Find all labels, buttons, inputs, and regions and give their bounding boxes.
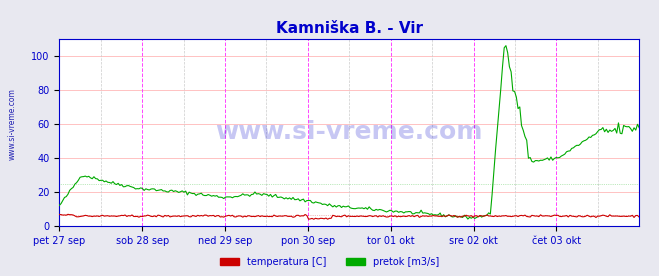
Text: www.si-vreme.com: www.si-vreme.com: [8, 88, 17, 160]
Text: www.si-vreme.com: www.si-vreme.com: [215, 121, 483, 144]
Title: Kamniška B. - Vir: Kamniška B. - Vir: [275, 21, 423, 36]
Legend: temperatura [C], pretok [m3/s]: temperatura [C], pretok [m3/s]: [216, 253, 443, 271]
